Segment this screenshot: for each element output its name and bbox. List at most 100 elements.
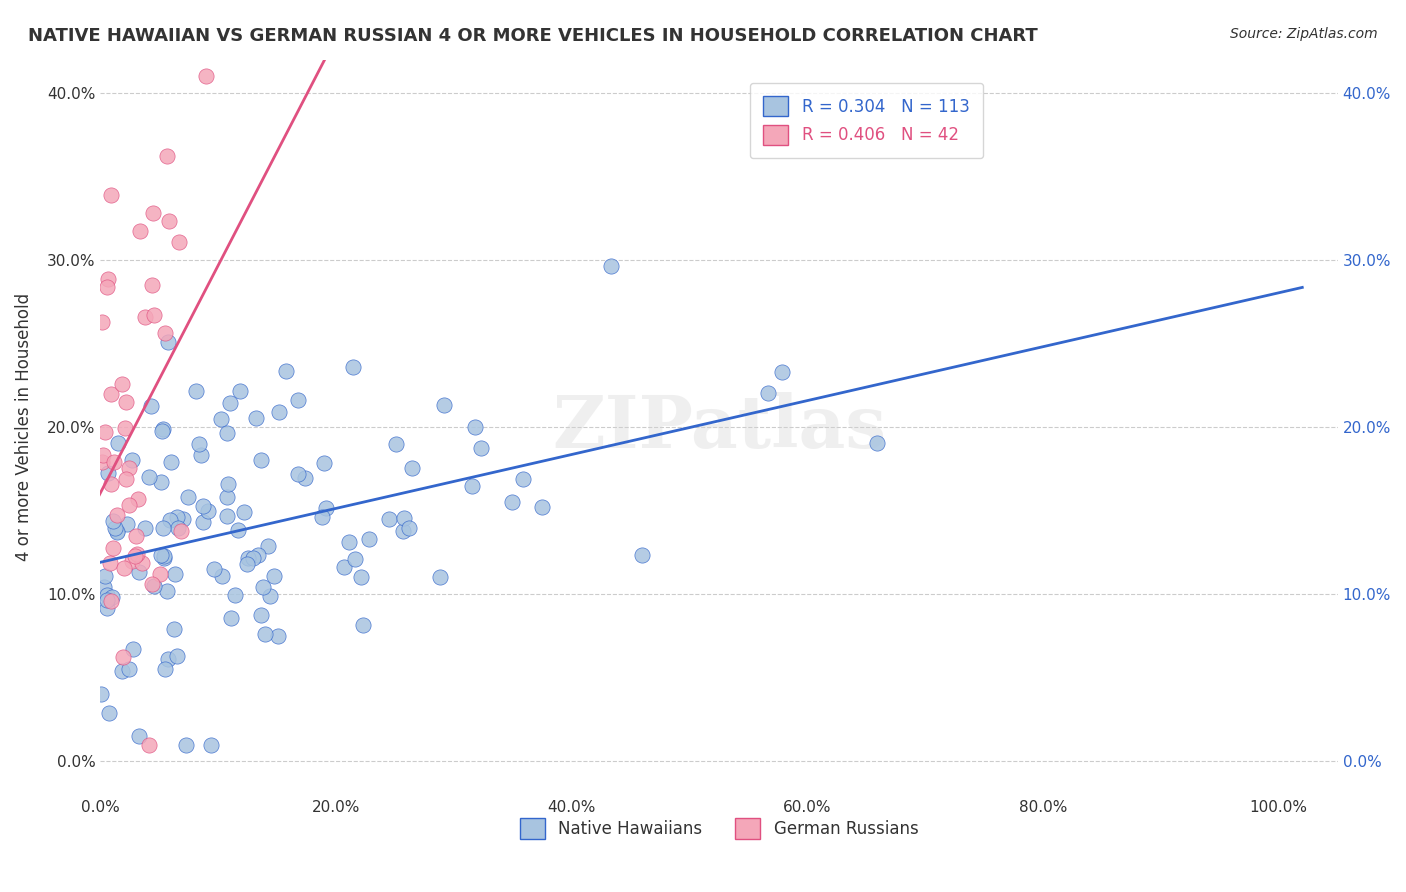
Point (118, 498, 141, 512)
Point (245, 410, 267, 425)
Point (770, 365, 793, 379)
Point (315, 500, 337, 515)
Point (90, 315, 112, 329)
Text: Source: ZipAtlas.com: Source: ZipAtlas.com (1230, 27, 1378, 41)
Point (124, 529, 146, 543)
Point (156, 149, 179, 163)
Point (160, 455, 183, 469)
Point (97, 272, 120, 286)
Point (134, 521, 156, 535)
Point (105, 508, 128, 523)
Point (429, 570, 451, 584)
Point (100, 386, 122, 401)
Point (501, 494, 523, 508)
Point (184, 384, 207, 399)
Point (631, 548, 654, 562)
Point (866, 435, 889, 450)
Point (111, 664, 134, 678)
Point (250, 607, 273, 622)
Point (100, 594, 122, 608)
Point (195, 70, 218, 84)
Point (129, 224, 152, 238)
Point (90, 455, 112, 469)
Legend: Native Hawaiians, German Russians: Native Hawaiians, German Russians (513, 812, 925, 846)
Point (156, 584, 179, 599)
Point (398, 521, 420, 535)
Point (172, 512, 194, 526)
Point (217, 426, 239, 441)
Point (166, 649, 188, 664)
Point (153, 326, 176, 341)
Point (224, 589, 246, 603)
Point (287, 393, 309, 408)
Point (209, 412, 232, 426)
Point (190, 448, 212, 462)
Point (242, 551, 264, 566)
Point (343, 552, 366, 566)
Point (90, 687, 112, 701)
Point (197, 504, 219, 518)
Point (118, 461, 141, 475)
Point (101, 590, 124, 604)
Point (96, 588, 118, 602)
Point (153, 662, 176, 676)
Point (269, 404, 291, 418)
Point (112, 649, 135, 664)
Point (219, 611, 242, 625)
Text: NATIVE HAWAIIAN VS GERMAN RUSSIAN 4 OR MORE VEHICLES IN HOUSEHOLD CORRELATION CH: NATIVE HAWAIIAN VS GERMAN RUSSIAN 4 OR M… (28, 27, 1038, 45)
Point (157, 652, 180, 666)
Point (378, 512, 401, 526)
Point (142, 206, 165, 220)
Point (233, 505, 256, 519)
Point (217, 509, 239, 524)
Point (143, 579, 166, 593)
Point (138, 469, 160, 483)
Point (394, 511, 416, 525)
Point (103, 455, 125, 469)
Point (274, 364, 297, 378)
Point (252, 580, 274, 594)
Y-axis label: 4 or more Vehicles in Household: 4 or more Vehicles in Household (15, 293, 32, 561)
Point (124, 549, 146, 563)
Point (162, 622, 184, 636)
Point (391, 524, 413, 539)
Point (350, 570, 373, 584)
Point (152, 521, 174, 535)
Point (141, 577, 163, 591)
Point (157, 213, 180, 227)
Point (150, 549, 173, 563)
Point (143, 309, 166, 323)
Point (150, 475, 173, 490)
Point (311, 510, 333, 524)
Point (464, 420, 486, 434)
Point (118, 662, 141, 676)
Point (253, 627, 276, 641)
Point (138, 738, 160, 752)
Point (174, 738, 197, 752)
Point (250, 453, 273, 467)
Point (191, 499, 214, 513)
Point (97, 466, 120, 480)
Point (101, 514, 124, 528)
Point (149, 567, 172, 582)
Point (107, 436, 129, 450)
Point (200, 738, 222, 752)
Point (111, 376, 134, 391)
Point (122, 641, 145, 656)
Point (152, 422, 174, 436)
Point (117, 516, 139, 531)
Point (228, 523, 250, 537)
Point (211, 569, 233, 583)
Point (229, 384, 252, 398)
Point (530, 500, 553, 514)
Point (104, 521, 127, 535)
Point (259, 590, 281, 604)
Point (96, 592, 118, 607)
Point (337, 535, 360, 549)
Point (599, 260, 621, 274)
Point (128, 729, 150, 743)
Point (152, 550, 174, 565)
Point (93, 425, 115, 439)
Point (433, 398, 456, 412)
Point (267, 629, 290, 643)
